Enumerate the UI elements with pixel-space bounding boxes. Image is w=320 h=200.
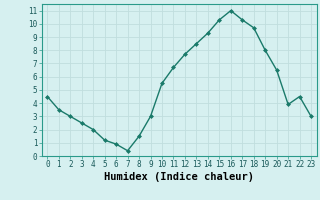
X-axis label: Humidex (Indice chaleur): Humidex (Indice chaleur) [104,172,254,182]
